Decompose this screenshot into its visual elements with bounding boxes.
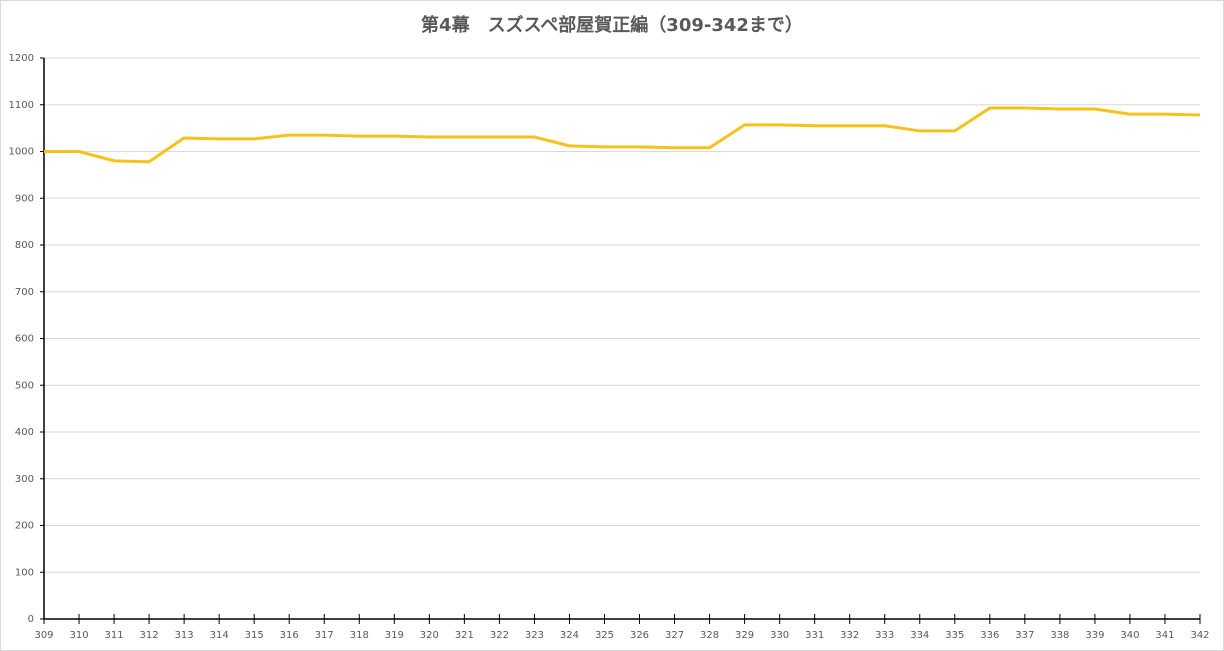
x-tick-label: 326 xyxy=(630,630,649,641)
x-tick-label: 322 xyxy=(490,630,509,641)
y-tick-label: 800 xyxy=(15,240,34,251)
x-tick-label: 316 xyxy=(280,630,299,641)
y-tick-label: 500 xyxy=(15,380,34,391)
x-tick-label: 313 xyxy=(175,630,194,641)
x-tick-label: 315 xyxy=(245,630,264,641)
x-tick-label: 324 xyxy=(560,630,579,641)
x-tick-label: 325 xyxy=(595,630,614,641)
x-tick-label: 317 xyxy=(315,630,334,641)
chart-title: 第4幕 スズスペ部屋賀正編（309-342まで） xyxy=(421,14,803,36)
x-tick-label: 338 xyxy=(1050,630,1069,641)
y-tick-label: 0 xyxy=(28,614,34,625)
x-tick-label: 320 xyxy=(420,630,439,641)
y-tick-label: 300 xyxy=(15,474,34,485)
y-tick-label: 600 xyxy=(15,334,34,345)
x-tick-label: 342 xyxy=(1190,630,1209,641)
x-tick-label: 339 xyxy=(1085,630,1104,641)
y-tick-label: 1200 xyxy=(9,53,34,64)
y-tick-label: 1000 xyxy=(9,147,34,158)
x-tick-label: 329 xyxy=(735,630,754,641)
x-tick-label: 332 xyxy=(840,630,859,641)
x-tick-label: 309 xyxy=(34,630,53,641)
x-tick-label: 321 xyxy=(455,630,474,641)
y-tick-label: 400 xyxy=(15,427,34,438)
x-tick-label: 341 xyxy=(1155,630,1174,641)
x-tick-label: 336 xyxy=(980,630,999,641)
x-tick-label: 337 xyxy=(1015,630,1034,641)
y-tick-label: 200 xyxy=(15,521,34,532)
x-tick-label: 319 xyxy=(385,630,404,641)
x-tick-label: 331 xyxy=(805,630,824,641)
y-tick-label: 900 xyxy=(15,193,34,204)
x-tick-label: 312 xyxy=(140,630,159,641)
x-tick-label: 335 xyxy=(945,630,964,641)
x-tick-label: 314 xyxy=(210,630,229,641)
x-tick-label: 340 xyxy=(1120,630,1139,641)
x-tick-label: 323 xyxy=(525,630,544,641)
y-tick-label: 100 xyxy=(15,567,34,578)
x-tick-label: 318 xyxy=(350,630,369,641)
x-tick-label: 310 xyxy=(69,630,88,641)
x-tick-label: 333 xyxy=(875,630,894,641)
data-line xyxy=(44,106,1201,164)
x-tick-label: 328 xyxy=(700,630,719,641)
y-tick-label: 700 xyxy=(15,287,34,298)
x-tick-label: 327 xyxy=(665,630,684,641)
x-tick-label: 330 xyxy=(770,630,789,641)
x-tick-label: 311 xyxy=(105,630,124,641)
y-tick-label: 1100 xyxy=(9,100,34,111)
x-tick-label: 334 xyxy=(910,630,929,641)
